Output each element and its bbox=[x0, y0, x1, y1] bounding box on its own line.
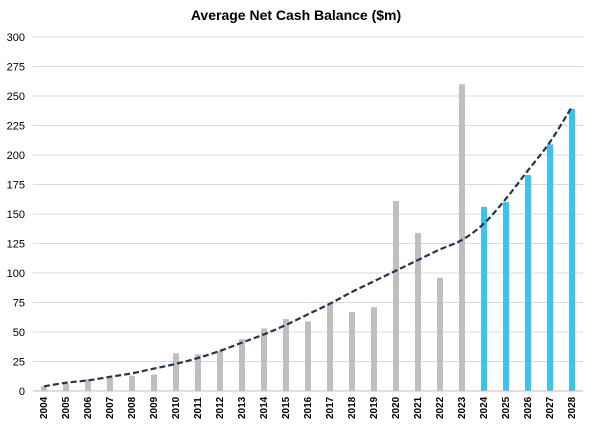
bar bbox=[525, 175, 531, 391]
x-tick-label: 2007 bbox=[105, 396, 116, 419]
trend-line-group bbox=[43, 106, 573, 388]
x-tick-label: 2020 bbox=[391, 396, 402, 419]
y-tick-label: 275 bbox=[7, 62, 25, 74]
bar bbox=[305, 321, 311, 391]
bar bbox=[393, 201, 399, 391]
x-tick-label: 2018 bbox=[347, 396, 358, 419]
bar bbox=[569, 108, 575, 391]
y-tick-label: 25 bbox=[13, 357, 25, 369]
x-tick-label: 2028 bbox=[567, 396, 578, 419]
bar bbox=[349, 311, 355, 391]
bar bbox=[481, 206, 487, 391]
bar bbox=[459, 84, 465, 391]
y-tick-label: 75 bbox=[13, 298, 25, 310]
bar bbox=[217, 350, 223, 391]
x-tick-label: 2017 bbox=[325, 396, 336, 419]
y-axis-ticks: 0 25 50 75 100 125 150 175 200 225 250 275 300 bbox=[7, 32, 25, 398]
x-tick-label: 2019 bbox=[369, 396, 380, 419]
bar bbox=[129, 375, 135, 391]
bar bbox=[41, 386, 47, 391]
y-tick-label: 100 bbox=[7, 268, 25, 280]
bar bbox=[151, 374, 157, 391]
x-tick-label: 2010 bbox=[171, 396, 182, 419]
x-tick-label: 2024 bbox=[479, 396, 490, 419]
y-tick-label: 250 bbox=[7, 91, 25, 103]
trend-line bbox=[43, 106, 573, 388]
x-tick-label: 2015 bbox=[281, 396, 292, 419]
x-tick-label: 2008 bbox=[127, 396, 138, 419]
bar bbox=[173, 353, 179, 391]
y-tick-label: 125 bbox=[7, 239, 25, 251]
bars bbox=[41, 84, 575, 391]
bar bbox=[107, 378, 113, 391]
bar bbox=[195, 354, 201, 391]
bar bbox=[437, 277, 443, 391]
x-tick-label: 2004 bbox=[39, 396, 50, 419]
x-tick-label: 2006 bbox=[83, 396, 94, 419]
x-tick-label: 2009 bbox=[149, 396, 160, 419]
bar bbox=[547, 144, 553, 391]
x-axis-ticks: 2004 2005 2006 2007 2008 2009 2010 2011 2012 2013… bbox=[39, 396, 578, 419]
x-tick-label: 2022 bbox=[435, 396, 446, 419]
y-tick-label: 150 bbox=[7, 209, 25, 221]
bar bbox=[283, 319, 289, 391]
x-tick-label: 2021 bbox=[413, 396, 424, 419]
x-tick-label: 2026 bbox=[523, 396, 534, 419]
y-tick-label: 0 bbox=[19, 386, 25, 398]
x-tick-label: 2012 bbox=[215, 396, 226, 419]
bar bbox=[327, 303, 333, 391]
bar bbox=[415, 232, 421, 391]
y-tick-label: 50 bbox=[13, 327, 25, 339]
y-tick-label: 300 bbox=[7, 32, 25, 44]
x-tick-label: 2005 bbox=[61, 396, 72, 419]
bar bbox=[371, 307, 377, 391]
x-tick-label: 2014 bbox=[259, 396, 270, 419]
bar bbox=[63, 383, 69, 391]
bar bbox=[239, 339, 245, 391]
bar bbox=[503, 202, 509, 391]
chart-title: Average Net Cash Balance ($m) bbox=[191, 7, 401, 23]
x-tick-label: 2013 bbox=[237, 396, 248, 419]
y-tick-label: 175 bbox=[7, 180, 25, 192]
x-tick-label: 2011 bbox=[193, 397, 204, 419]
bar bbox=[85, 379, 91, 391]
x-tick-label: 2027 bbox=[545, 396, 556, 419]
bar bbox=[261, 328, 267, 391]
grid bbox=[33, 36, 583, 362]
y-tick-label: 200 bbox=[7, 150, 25, 162]
x-tick-label: 2025 bbox=[501, 396, 512, 419]
y-tick-label: 225 bbox=[7, 121, 25, 133]
x-tick-label: 2016 bbox=[303, 396, 314, 419]
x-tick-label: 2023 bbox=[457, 396, 468, 419]
